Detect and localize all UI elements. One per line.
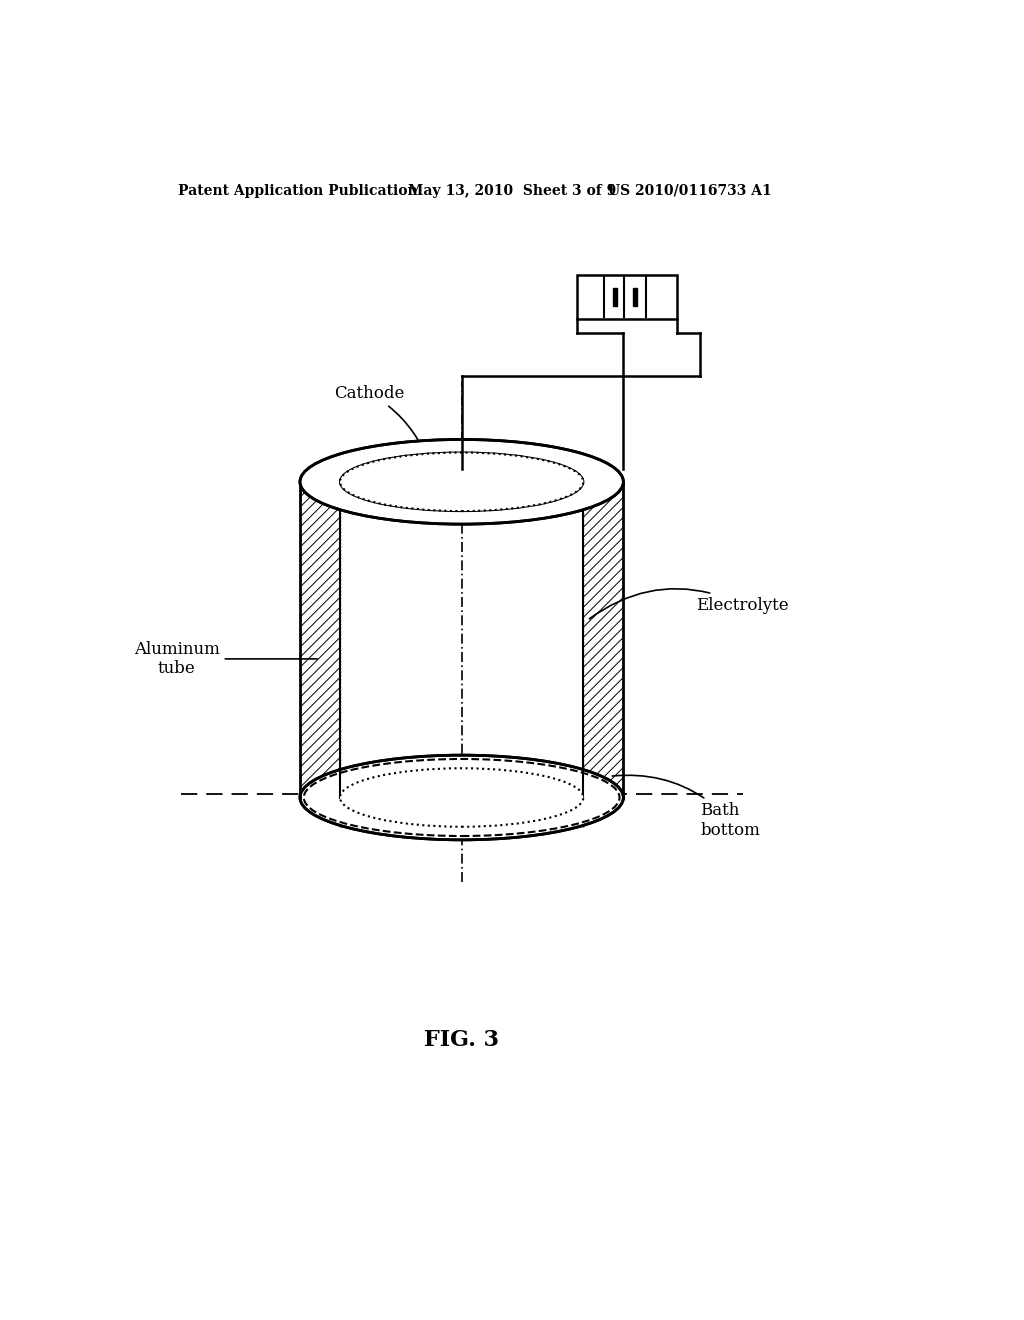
Text: Patent Application Publication: Patent Application Publication [178, 183, 418, 198]
Ellipse shape [340, 768, 584, 826]
Text: Bath
bottom: Bath bottom [612, 775, 760, 840]
Ellipse shape [300, 440, 624, 524]
Text: May 13, 2010  Sheet 3 of 9: May 13, 2010 Sheet 3 of 9 [408, 183, 616, 198]
Bar [633, 288, 637, 306]
Bar [578, 275, 677, 319]
Text: Cathode: Cathode [334, 384, 430, 466]
Ellipse shape [300, 755, 624, 840]
Text: Aluminum
tube: Aluminum tube [134, 640, 317, 677]
Ellipse shape [340, 453, 584, 511]
Text: US 2010/0116733 A1: US 2010/0116733 A1 [608, 183, 772, 198]
Text: FIG. 3: FIG. 3 [424, 1030, 499, 1051]
Text: Electrolyte: Electrolyte [590, 589, 790, 619]
Bar [612, 288, 617, 306]
Ellipse shape [340, 453, 584, 511]
